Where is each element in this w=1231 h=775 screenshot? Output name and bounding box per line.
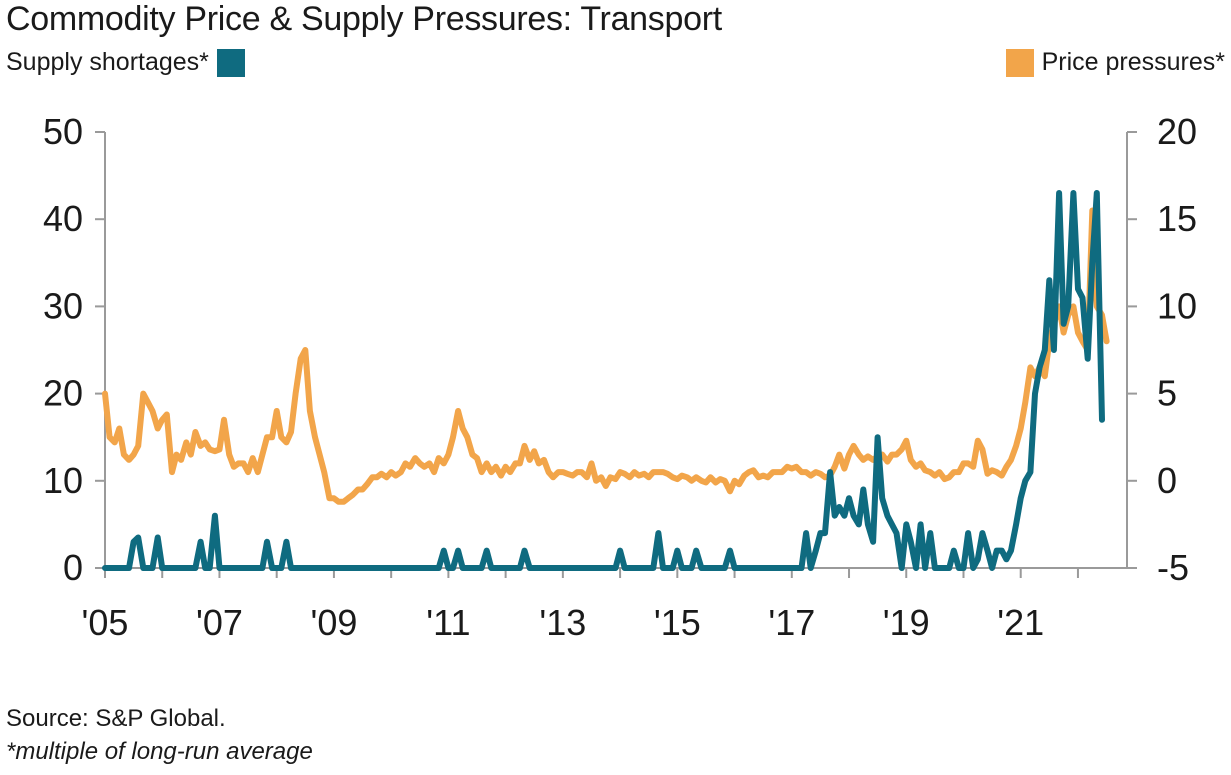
left-tick-label: 40 — [43, 198, 83, 239]
price-pressures-line — [102, 207, 1110, 505]
footnote: *multiple of long-run average — [6, 738, 313, 765]
x-tick-label: '07 — [196, 602, 243, 643]
source-note: Source: S&P Global. — [6, 705, 226, 732]
left-tick-label: 50 — [43, 111, 83, 152]
left-tick-label: 0 — [63, 547, 83, 588]
legend-price-swatch — [1005, 48, 1034, 77]
chart-title: Commodity Price & Supply Pressures: Tran… — [6, 0, 722, 38]
x-tick-label: '15 — [654, 602, 701, 643]
x-tick-label: '13 — [539, 602, 586, 643]
left-tick-label: 30 — [43, 285, 83, 326]
x-tick-label: '09 — [310, 602, 357, 643]
legend-supply: Supply shortages* — [6, 48, 245, 77]
x-tick-label: '21 — [997, 602, 1044, 643]
right-tick-label: -5 — [1157, 547, 1189, 588]
x-tick-label: '05 — [82, 602, 129, 643]
supply-shortages-line — [102, 190, 1105, 571]
legend-price: Price pressures* — [1005, 48, 1225, 77]
right-tick-label: 15 — [1157, 198, 1197, 239]
right-tick-label: 0 — [1157, 460, 1177, 501]
legend-price-label: Price pressures* — [1041, 48, 1225, 76]
right-tick-label: 5 — [1157, 373, 1177, 414]
x-tick-label: '11 — [426, 602, 470, 643]
right-tick-label: 20 — [1157, 111, 1197, 152]
x-tick-label: '19 — [883, 602, 930, 643]
x-tick-label: '17 — [768, 602, 815, 643]
legend-supply-label: Supply shortages* — [6, 48, 209, 76]
legend-supply-swatch — [216, 48, 245, 77]
left-tick-label: 20 — [43, 373, 83, 414]
left-tick-label: 10 — [43, 460, 83, 501]
right-tick-label: 10 — [1157, 285, 1197, 326]
